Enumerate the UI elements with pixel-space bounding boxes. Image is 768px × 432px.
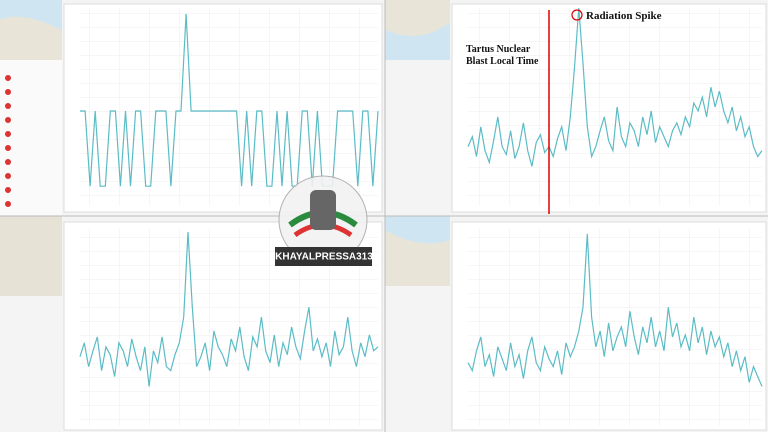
annotation: Tartus Nuclear Blast Local Time <box>466 44 539 67</box>
data-line <box>467 7 763 167</box>
annotation-box: Tartus Nuclear Blast Local Time <box>466 44 539 67</box>
spike-circle <box>571 9 583 21</box>
data-line <box>79 231 379 387</box>
annotation: Radiation Spike <box>586 10 662 22</box>
data-line <box>467 233 763 387</box>
station-list <box>5 75 11 207</box>
watermark: KHAYALPRESSA313 <box>275 175 373 266</box>
watermark-text: KHAYALPRESSA313 <box>275 252 373 263</box>
